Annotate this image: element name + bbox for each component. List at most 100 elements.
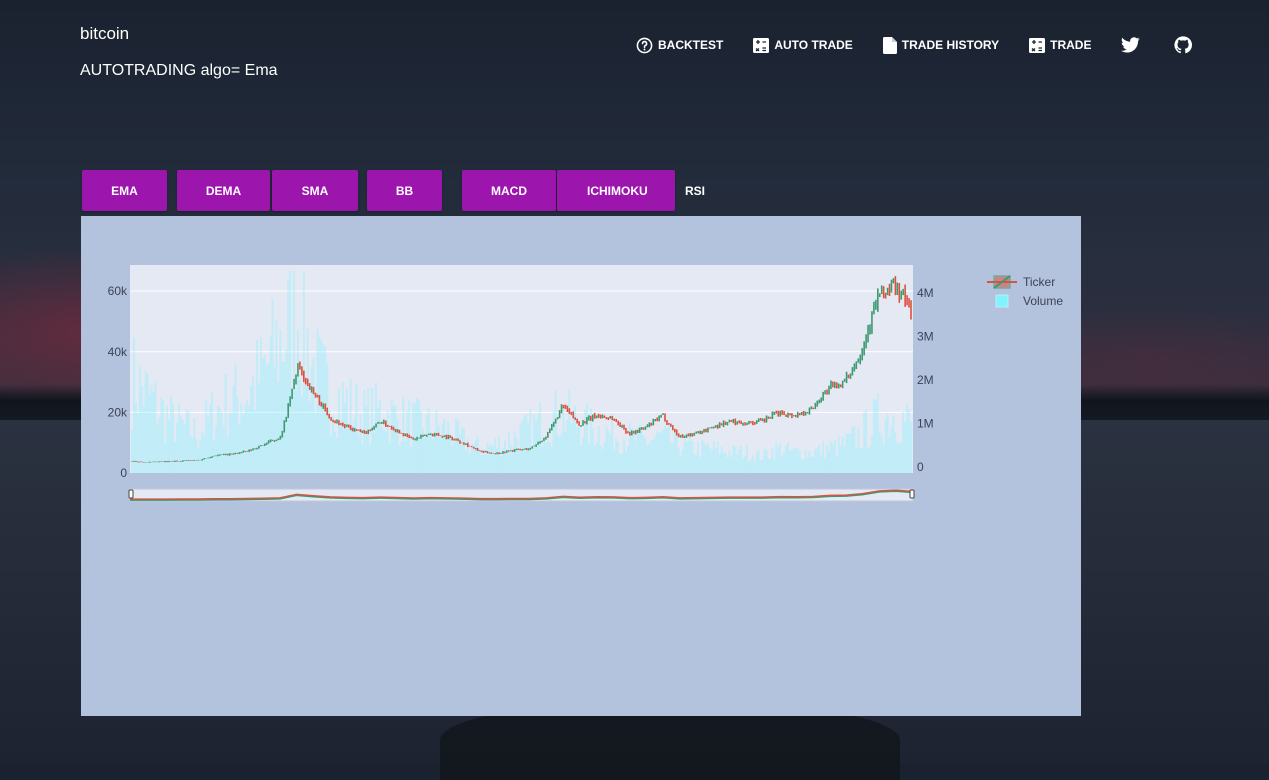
volume-bar: [849, 433, 852, 473]
volume-bar: [406, 410, 409, 473]
plot-area[interactable]: [130, 265, 913, 473]
volume-bar: [494, 438, 497, 473]
volume-bar: [767, 458, 770, 473]
volume-bar: [418, 400, 420, 473]
volume-bar: [472, 444, 475, 473]
volume-bar: [611, 414, 614, 473]
volume-bar: [277, 381, 280, 473]
volume-bar: [314, 412, 317, 473]
brand-title[interactable]: bitcoin: [80, 24, 130, 43]
volume-bar: [144, 371, 147, 473]
volume-bar: [701, 439, 704, 473]
volume-bar: [131, 430, 133, 473]
volume-bar: [269, 336, 272, 473]
volume-bar: [654, 436, 657, 473]
volume-bar: [345, 389, 348, 473]
volume-bar: [626, 446, 629, 473]
volume-bar: [796, 448, 799, 473]
volume-bar: [872, 399, 875, 473]
volume-bar: [831, 443, 834, 473]
volume-bar: [675, 430, 678, 473]
volume-bar: [613, 450, 616, 473]
volume-bar: [295, 390, 297, 473]
volume-bar: [681, 449, 684, 473]
tab-ichimoku[interactable]: ICHIMOKU: [557, 170, 675, 211]
volume-bar: [447, 421, 450, 473]
volume-bar: [853, 426, 856, 473]
volume-bar: [400, 441, 403, 473]
chart-panel: 0 20k 40k 60k 0 1M 2M 3M 4M Ticker Volume: [81, 216, 1081, 716]
volume-bar: [603, 441, 606, 473]
volume-bar: [593, 446, 596, 473]
nav-auto-trade[interactable]: AUTO TRADE: [753, 37, 853, 53]
volume-bar: [148, 394, 151, 473]
volume-bar: [353, 417, 356, 473]
volume-bar: [201, 431, 204, 473]
legend-item-volume[interactable]: Volume: [985, 291, 1063, 310]
volume-bar: [388, 442, 391, 473]
volume-bar: [605, 426, 608, 473]
nav-trade[interactable]: TRADE: [1029, 37, 1091, 53]
tab-rsi[interactable]: RSI: [684, 183, 705, 198]
volume-bar: [191, 438, 194, 473]
volume-bar: [404, 440, 407, 473]
volume-bar: [509, 445, 512, 473]
legend-item-ticker[interactable]: Ticker: [985, 272, 1063, 291]
volume-bar: [380, 427, 383, 473]
y-volume-tick-label: 1M: [917, 416, 934, 430]
volume-bar: [482, 448, 485, 473]
volume-bar: [337, 388, 340, 473]
volume-bar: [351, 426, 354, 473]
volume-bar: [589, 407, 592, 473]
tab-sma[interactable]: SMA: [272, 170, 358, 211]
volume-bar: [576, 427, 579, 473]
y-price-tick-label: 0: [120, 466, 127, 480]
volume-bar: [134, 403, 137, 473]
volume-bar: [870, 436, 873, 473]
volume-bar: [273, 366, 276, 473]
tab-ema[interactable]: EMA: [82, 170, 167, 211]
volume-bar: [669, 443, 672, 473]
volume-bar: [679, 455, 682, 473]
tab-bb[interactable]: BB: [367, 170, 442, 211]
volume-bar: [183, 424, 186, 473]
volume-bar: [513, 431, 516, 473]
volume-bar: [599, 444, 602, 473]
volume-bar: [646, 445, 649, 473]
price-chart[interactable]: 0 20k 40k 60k 0 1M 2M 3M 4M: [81, 216, 1081, 516]
range-slider-trace: [129, 490, 914, 501]
volume-bar: [462, 428, 465, 473]
volume-bar: [267, 362, 270, 473]
volume-bar: [207, 417, 210, 473]
volume-bar: [865, 409, 868, 473]
volume-bar: [521, 420, 524, 473]
volume-bar: [216, 405, 219, 473]
volume-bar: [283, 361, 286, 473]
volume-bar: [507, 432, 510, 473]
volume-bar: [710, 449, 713, 473]
volume-bar: [160, 397, 163, 473]
volume-bar: [587, 443, 590, 473]
volume-bar: [824, 458, 827, 473]
volume-bar: [660, 433, 663, 473]
volume-bar: [839, 445, 842, 473]
volume-bar: [859, 447, 862, 473]
tab-dema[interactable]: DEMA: [177, 170, 270, 211]
twitter-link[interactable]: [1121, 37, 1141, 53]
volume-bar: [736, 455, 739, 473]
volume-bar: [328, 410, 331, 473]
nav-trade-history[interactable]: TRADE HISTORY: [882, 36, 999, 54]
volume-bar: [525, 414, 528, 473]
volume-bar: [556, 434, 559, 473]
volume-bar: [152, 391, 155, 473]
volume-bar: [474, 439, 477, 473]
nav-backtest[interactable]: BACKTEST: [636, 37, 723, 54]
volume-bar: [332, 415, 335, 473]
volume-bar: [291, 388, 294, 473]
tab-macd[interactable]: MACD: [462, 170, 556, 211]
volume-bar: [714, 447, 717, 473]
volume-bar: [179, 416, 182, 473]
volume-bar: [730, 456, 733, 473]
volume-bar: [480, 455, 483, 473]
github-link[interactable]: [1174, 36, 1193, 54]
